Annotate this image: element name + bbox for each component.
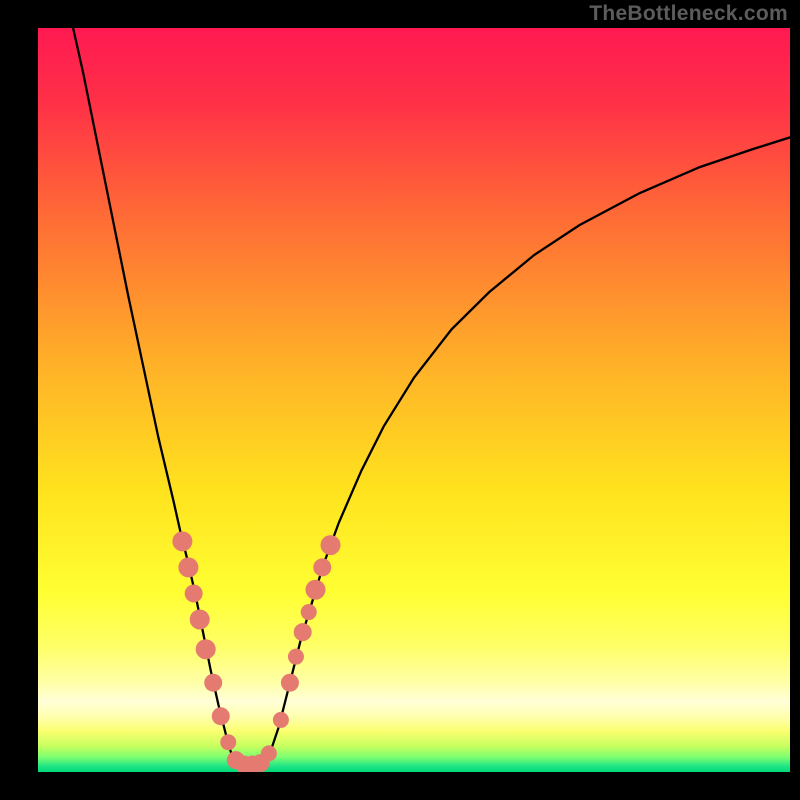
data-marker: [172, 531, 192, 551]
chart-svg: [38, 28, 790, 772]
data-marker: [204, 674, 222, 692]
data-marker: [305, 580, 325, 600]
data-marker: [288, 649, 304, 665]
data-marker: [185, 584, 203, 602]
bottleneck-curve: [68, 28, 790, 765]
data-marker: [301, 604, 317, 620]
plot-area: [38, 28, 790, 772]
data-marker: [220, 734, 236, 750]
chart-frame: TheBottleneck.com: [0, 0, 800, 800]
data-marker: [313, 558, 331, 576]
data-marker: [196, 639, 216, 659]
watermark-text: TheBottleneck.com: [589, 2, 788, 26]
data-marker: [281, 674, 299, 692]
data-marker: [190, 609, 210, 629]
data-marker: [261, 745, 277, 761]
data-marker: [178, 557, 198, 577]
data-marker: [212, 707, 230, 725]
data-marker: [294, 623, 312, 641]
data-marker: [273, 712, 289, 728]
data-marker: [321, 535, 341, 555]
